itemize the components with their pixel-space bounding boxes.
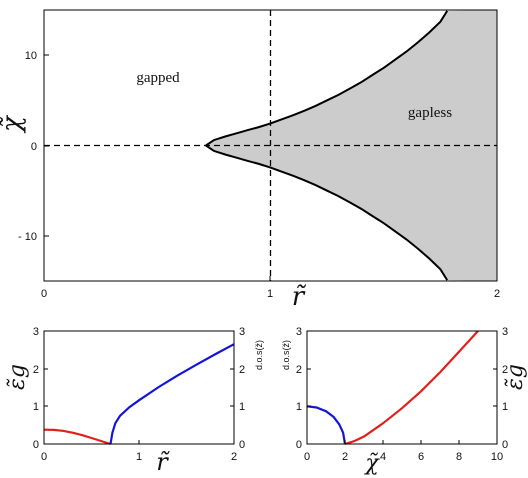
br-left-ticks: 0 1 2 3 [296,326,311,451]
bottom-left-plot-frame [43,330,235,445]
x-tick-label: 8 [456,451,462,463]
boundary-lower-curve [205,144,449,281]
label-gapless: gapless [408,105,452,121]
y-tick-label: 1 [296,401,302,413]
br-left-axis-label: d.o.s(ž) [281,340,291,370]
br-x-ticks: 0 2 4 6 8 10 [304,440,503,463]
main-y-axis-label: χ̃ [0,114,27,134]
bl-right-ticks: 0 1 2 3 [230,326,245,451]
main-y-axis-ticks: 10 0 - 10 [18,50,49,243]
bl-left-axis-label: ε̃g [5,364,30,390]
y-tick-label: 3 [239,326,245,338]
br-right-axis-label: ε̃g [503,364,528,390]
y-tick-label: 3 [296,326,302,338]
y-tick-label: 1 [502,401,508,413]
y-tick-label: 2 [502,364,508,376]
br-x-axis-label: χ̃ [363,451,380,476]
y-tick-label: 2 [296,364,302,376]
y-tick-label: - 10 [18,231,37,243]
y-tick-label: 2 [239,364,245,376]
boundary-upper-curve [205,10,449,147]
x-tick-label: 0 [304,451,310,463]
x-tick-label: 6 [418,451,424,463]
main-x-axis-ticks: 0 1 2 [41,276,500,300]
blue-curve [109,343,235,445]
bl-x-axis-label: r̃ [156,448,170,476]
label-gapped: gapped [136,70,180,86]
br-right-ticks: 0 1 2 3 [493,326,508,451]
x-tick-label: 0 [41,451,47,463]
x-tick-label: 10 [491,451,503,463]
x-tick-label: 1 [136,451,142,463]
y-tick-label: 0 [239,439,245,451]
x-tick-label: 1 [267,288,273,300]
x-tick-label: 2 [342,451,348,463]
red-curve [344,330,479,446]
x-tick-label: 2 [494,288,500,300]
bl-right-axis-label: d.o.s(ž) [254,340,264,370]
bottom-right-panel: 0 1 2 3 0 1 2 3 0 2 4 6 8 10 χ̃ d.o.s(ž)… [281,326,528,476]
x-tick-label: 2 [231,451,237,463]
y-tick-label: 0 [502,439,508,451]
y-tick-label: 0 [31,141,37,153]
main-panel: 10 0 - 10 0 1 2 gapped gapless r̃ χ̃ [0,9,500,312]
gapless-region [205,10,497,281]
y-tick-label: 2 [33,364,39,376]
bottom-right-plot-frame [306,330,498,445]
x-tick-label: 0 [41,288,47,300]
y-tick-label: 0 [296,439,302,451]
bl-left-ticks: 0 1 2 3 [33,326,48,451]
y-tick-label: 10 [25,50,37,62]
y-tick-label: 1 [239,401,245,413]
x-tick-label: 4 [380,451,386,463]
y-tick-label: 3 [502,326,508,338]
red-curve [43,428,111,446]
main-x-axis-label: r̃ [292,282,307,312]
bl-x-ticks: 0 1 2 [41,440,237,463]
y-tick-label: 1 [33,401,39,413]
bottom-left-panel: 0 1 2 3 0 1 2 3 0 1 2 r̃ ε̃g d.o.s(ž) [5,326,264,476]
y-tick-label: 0 [33,439,39,451]
blue-curve [306,405,347,445]
y-tick-label: 3 [33,326,39,338]
